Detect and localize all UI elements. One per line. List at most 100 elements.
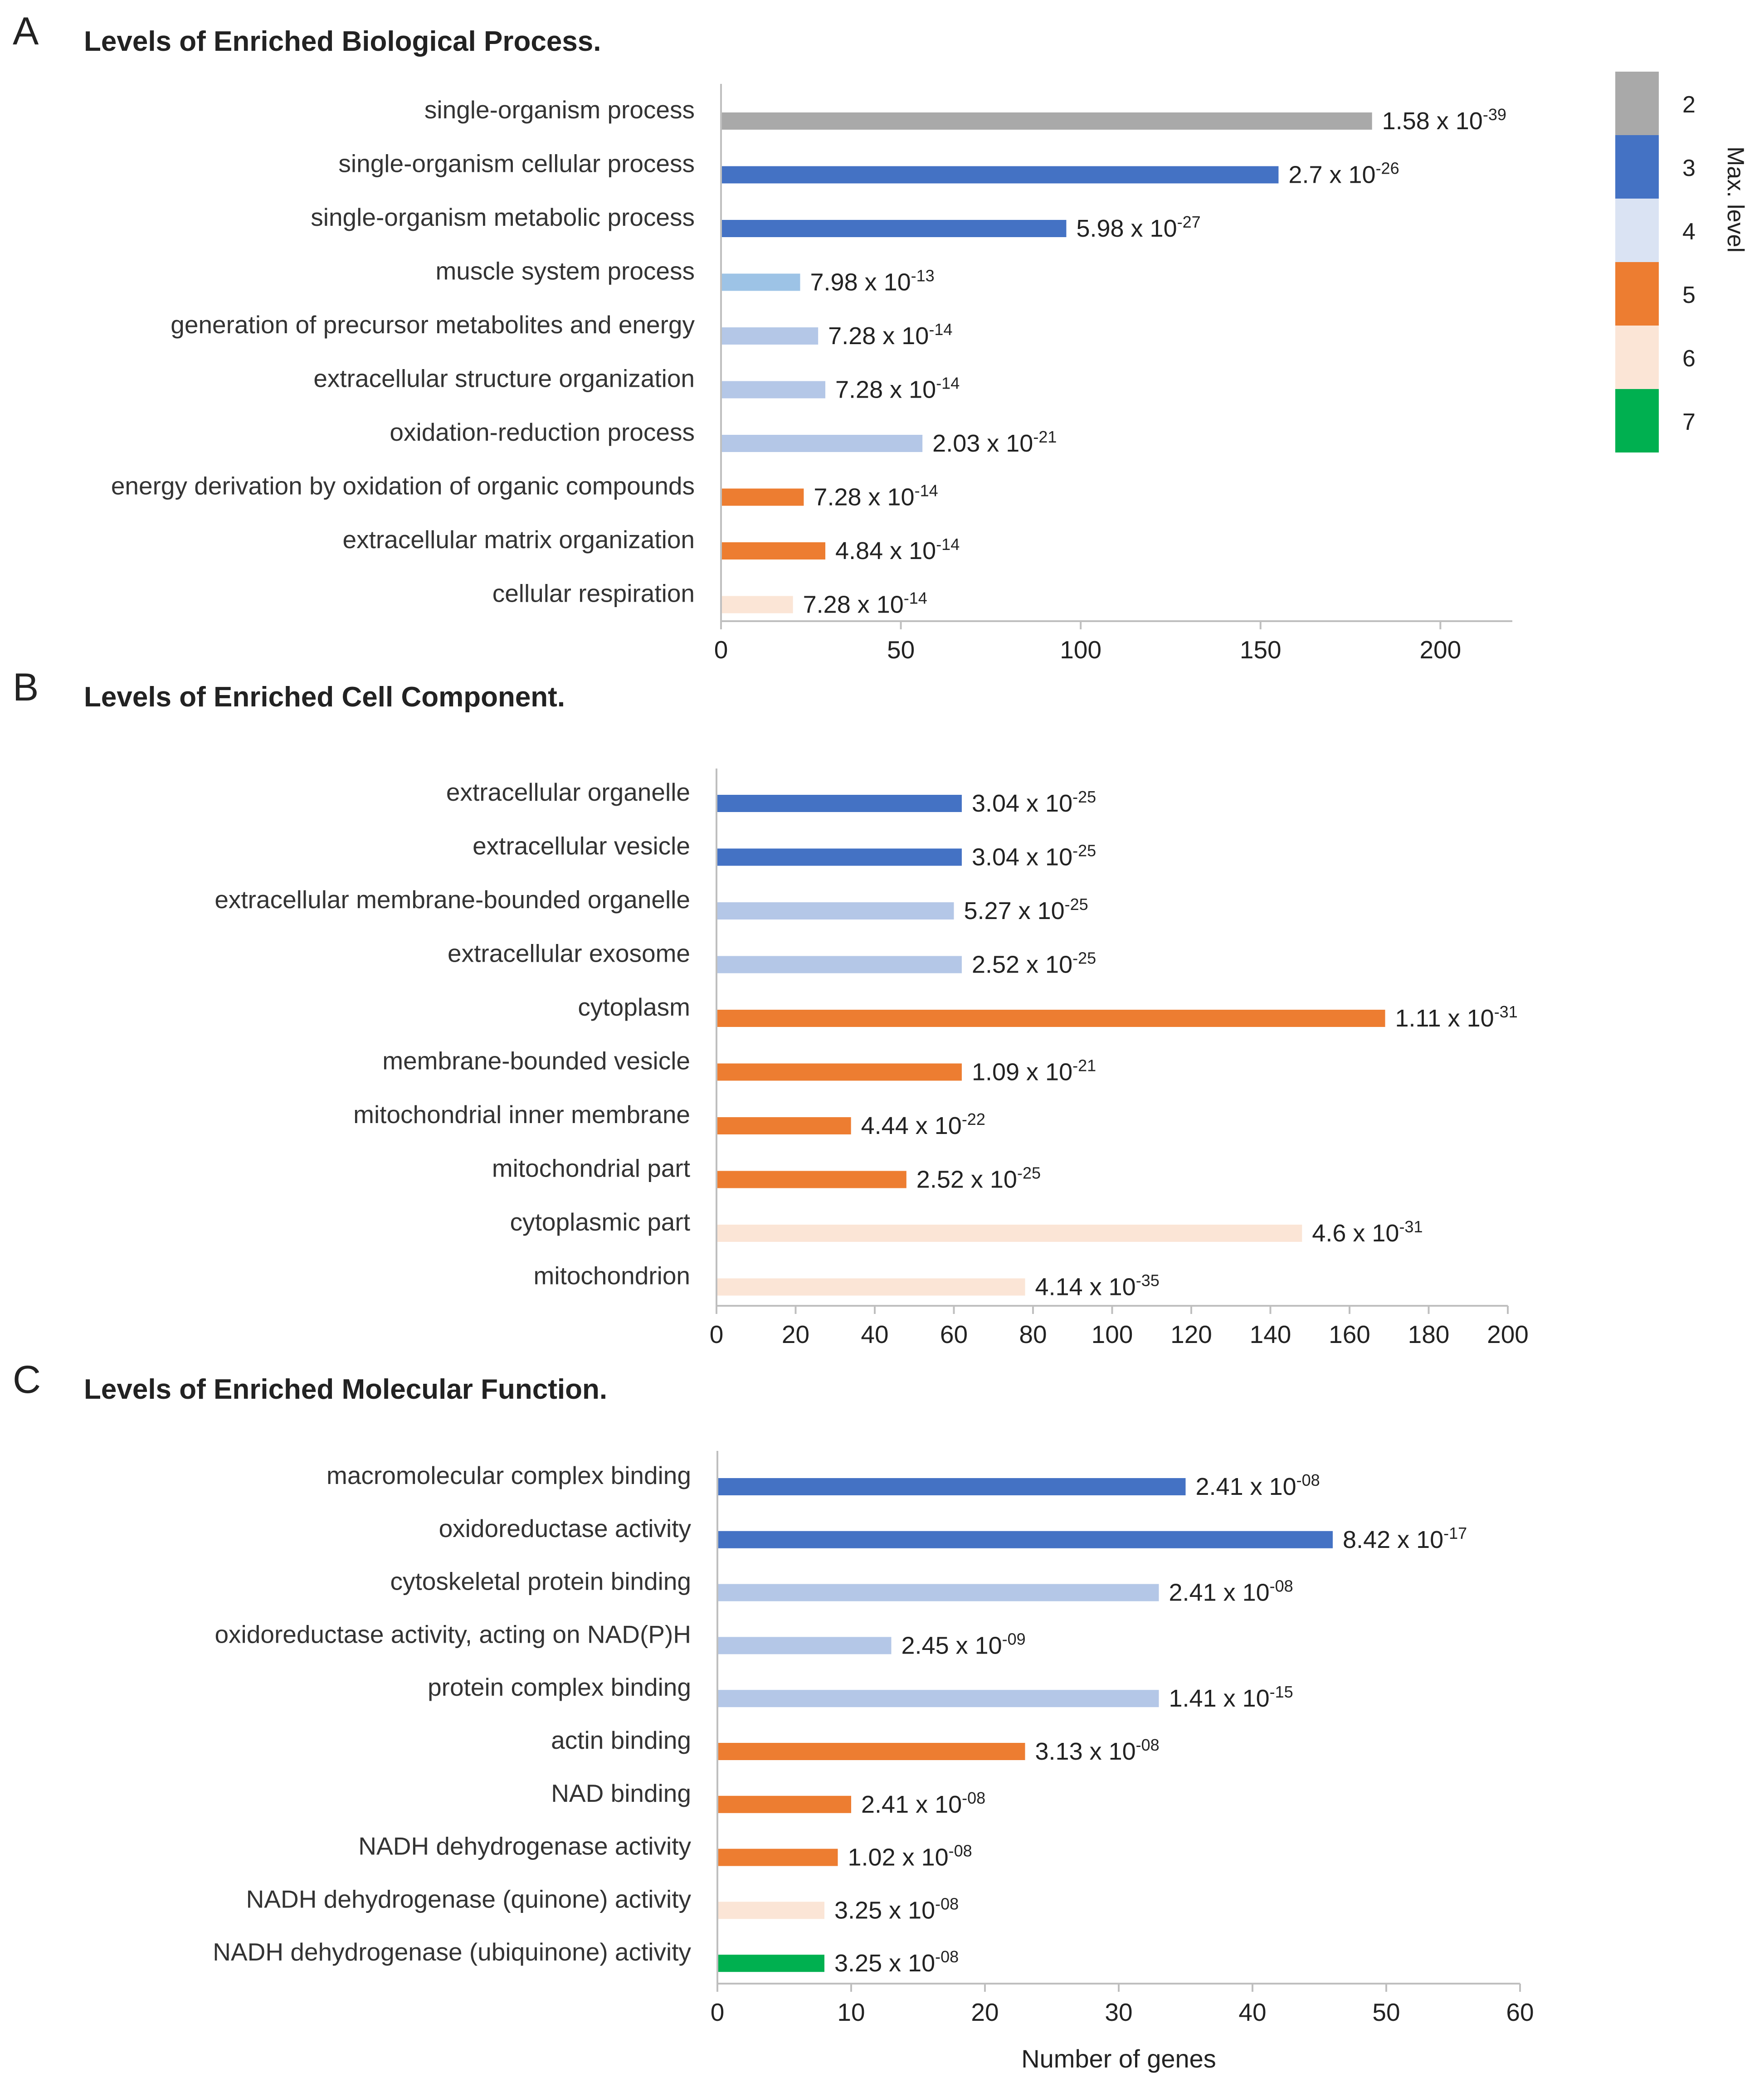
bar-c-2	[718, 1584, 1159, 1601]
x-tick-label: 100	[1092, 1320, 1133, 1348]
category-label: macromolecular complex binding	[326, 1461, 691, 1489]
category-label: protein complex binding	[428, 1673, 691, 1701]
pvalue-label: 7.98 x 10-13	[810, 267, 935, 296]
category-label: NADH dehydrogenase activity	[358, 1832, 691, 1860]
x-tick-label: 180	[1408, 1320, 1450, 1348]
category-label: cytoplasmic part	[510, 1208, 690, 1236]
x-tick-label: 10	[837, 1998, 865, 2026]
legend-swatch-7	[1615, 389, 1659, 452]
category-label: single-organism metabolic process	[311, 203, 695, 231]
bar-a-1	[722, 166, 1279, 184]
legend-swatch-5	[1615, 262, 1659, 326]
pvalue-label: 5.27 x 10-25	[964, 895, 1088, 924]
pvalue-base: 3.04 x 10	[972, 844, 1072, 871]
pvalue-exponent: -08	[949, 1842, 972, 1860]
pvalue-base: 4.84 x 10	[835, 537, 936, 564]
pvalue-label: 2.7 x 10-26	[1288, 159, 1399, 189]
legend-label: 4	[1682, 219, 1696, 245]
pvalue-label: 3.04 x 10-25	[972, 842, 1096, 871]
category-label: extracellular organelle	[446, 778, 690, 806]
x-tick-label: 0	[714, 636, 728, 664]
bar-a-8	[722, 542, 826, 559]
pvalue-exponent: -15	[1270, 1683, 1293, 1701]
bar-b-2	[717, 902, 954, 919]
pvalue-base: 1.02 x 10	[848, 1844, 949, 1871]
pvalue-base: 8.42 x 10	[1343, 1526, 1443, 1553]
pvalue-exponent: -14	[929, 320, 952, 339]
bar-c-3	[718, 1637, 892, 1654]
pvalue-base: 3.13 x 10	[1035, 1738, 1136, 1765]
pvalue-base: 1.41 x 10	[1169, 1685, 1270, 1712]
x-tick-label: 0	[710, 1320, 724, 1348]
pvalue-base: 7.28 x 10	[835, 376, 936, 404]
pvalue-base: 5.98 x 10	[1076, 215, 1177, 242]
bar-c-6	[718, 1795, 851, 1813]
pvalue-exponent: -21	[1033, 428, 1057, 446]
category-label: extracellular structure organization	[313, 365, 695, 393]
bar-b-4	[717, 1010, 1385, 1027]
x-tick-label: 20	[971, 1998, 999, 2026]
bar-b-7	[717, 1171, 906, 1188]
bar-b-5	[717, 1063, 962, 1081]
x-tick-label: 30	[1105, 1998, 1132, 2026]
x-tick-label: 60	[1506, 1998, 1534, 2026]
pvalue-label: 7.28 x 10-14	[814, 482, 938, 511]
category-label: cellular respiration	[492, 579, 695, 608]
legend-swatch-3	[1615, 135, 1659, 199]
pvalue-base: 1.11 x 10	[1395, 1005, 1494, 1032]
pvalue-exponent: -25	[1072, 788, 1096, 806]
category-label: single-organism cellular process	[338, 150, 695, 178]
legend-swatch-2	[1615, 72, 1659, 135]
pvalue-exponent: -14	[904, 589, 927, 608]
bar-b-8	[717, 1225, 1302, 1242]
panel-letter-b: B	[13, 666, 39, 709]
category-label: NADH dehydrogenase (ubiquinone) activity	[213, 1938, 691, 1966]
panel-c: C Levels of Enriched Molecular Function. 0…	[13, 1358, 1534, 2073]
pvalue-base: 4.14 x 10	[1035, 1274, 1136, 1301]
legend-label: 7	[1682, 409, 1696, 435]
bar-a-7	[722, 488, 804, 506]
pvalue-exponent: -31	[1494, 1002, 1518, 1021]
pvalue-exponent: -39	[1483, 105, 1506, 124]
pvalue-label: 1.02 x 10-08	[848, 1842, 972, 1871]
category-label: muscle system process	[435, 257, 695, 285]
legend-swatch-6	[1615, 326, 1659, 389]
bar-c-8	[718, 1902, 824, 1919]
legend-title: Max. level	[1722, 146, 1749, 253]
pvalue-base: 2.41 x 10	[861, 1791, 962, 1818]
x-tick-label: 20	[782, 1320, 809, 1348]
pvalue-label: 5.98 x 10-27	[1076, 213, 1200, 242]
x-tick-label: 80	[1019, 1320, 1047, 1348]
panel-b: B Levels of Enriched Cell Component. 0 20 40…	[13, 666, 1529, 1348]
pvalue-base: 2.52 x 10	[916, 1166, 1017, 1193]
category-label: NAD binding	[551, 1779, 691, 1807]
legend-label: 6	[1682, 345, 1696, 372]
bar-b-6	[717, 1117, 851, 1134]
pvalue-label: 1.41 x 10-15	[1169, 1683, 1293, 1712]
legend: 2 3 4 5 6 7 Max. level	[1615, 72, 1749, 452]
pvalue-base: 1.58 x 10	[1382, 107, 1483, 135]
pvalue-base: 2.45 x 10	[901, 1632, 1002, 1659]
pvalue-exponent: -22	[962, 1110, 985, 1129]
bar-c-7	[718, 1849, 838, 1866]
pvalue-label: 3.13 x 10-08	[1035, 1736, 1160, 1765]
bar-b-9	[717, 1278, 1025, 1296]
category-label: extracellular vesicle	[473, 832, 690, 860]
pvalue-exponent: -14	[915, 482, 938, 500]
panel-letter-a: A	[13, 10, 39, 53]
pvalue-label: 2.52 x 10-25	[916, 1164, 1041, 1193]
panel-letter-c: C	[13, 1358, 41, 1401]
category-label: oxidation-reduction process	[390, 418, 695, 446]
pvalue-base: 4.6 x 10	[1312, 1220, 1399, 1247]
bar-c-4	[718, 1690, 1159, 1708]
bar-a-0	[722, 112, 1372, 130]
x-tick-label: 40	[1238, 1998, 1266, 2026]
pvalue-exponent: -14	[936, 374, 960, 393]
pvalue-exponent: -21	[1072, 1056, 1096, 1075]
x-tick-label: 0	[711, 1998, 725, 2026]
pvalue-label: 7.28 x 10-14	[803, 589, 927, 618]
bar-a-5	[722, 381, 826, 399]
legend-swatch-4	[1615, 199, 1659, 262]
x-tick-label: 150	[1240, 636, 1282, 664]
